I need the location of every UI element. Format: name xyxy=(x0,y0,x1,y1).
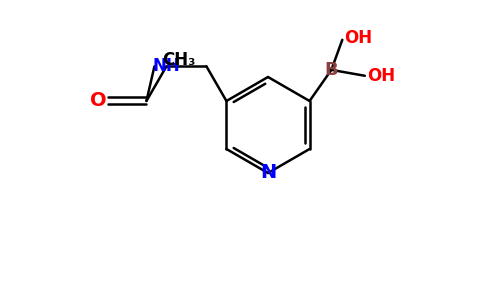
Text: OH: OH xyxy=(344,29,372,47)
Text: NH: NH xyxy=(152,57,181,75)
Text: OH: OH xyxy=(367,67,395,85)
Text: B: B xyxy=(325,61,338,79)
Text: N: N xyxy=(260,164,276,182)
Text: CH₃: CH₃ xyxy=(162,51,195,69)
Text: O: O xyxy=(90,92,107,110)
